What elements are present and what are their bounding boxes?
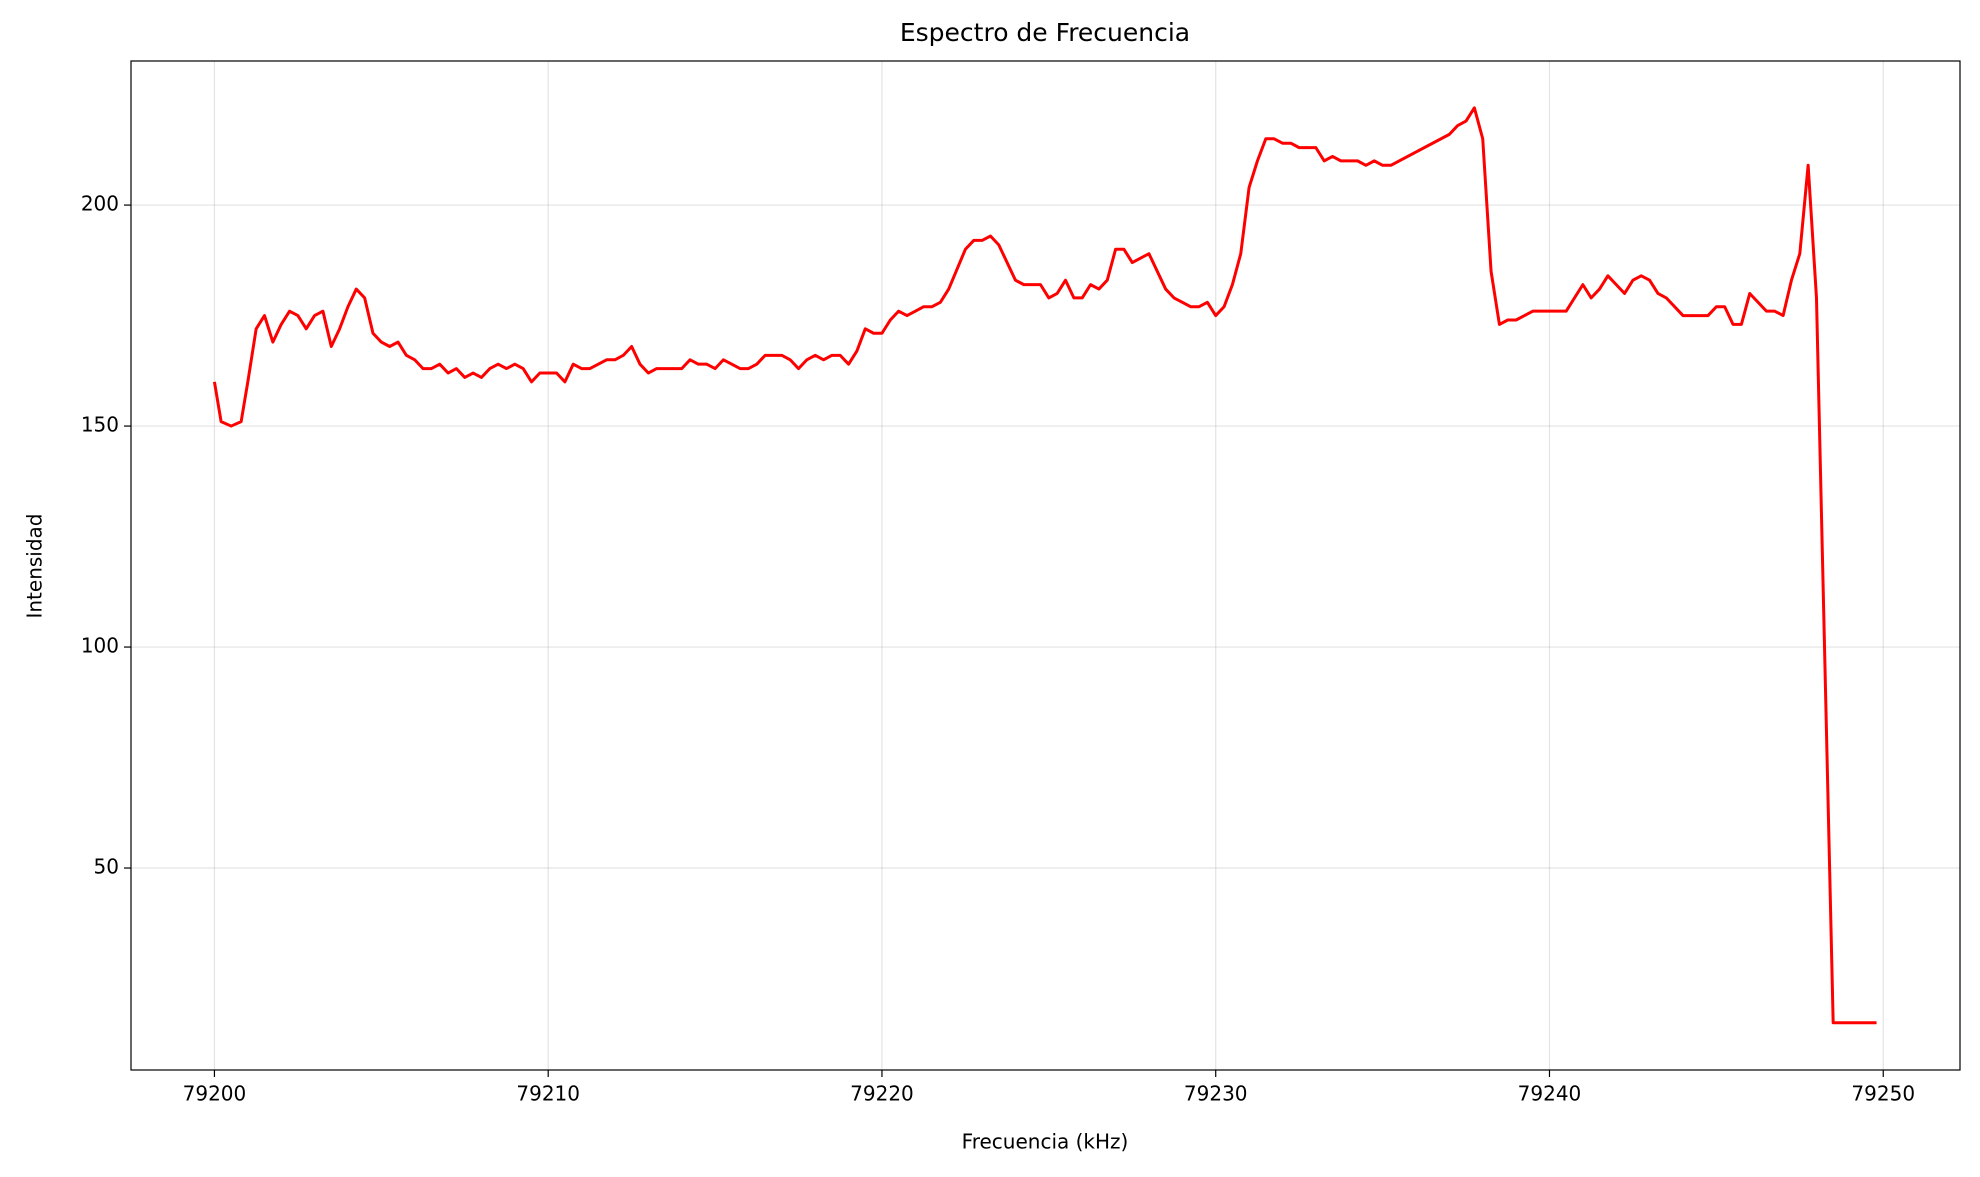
y-tick-label: 200 bbox=[81, 192, 119, 216]
x-tick-label: 79220 bbox=[850, 1082, 914, 1106]
data-line bbox=[212, 106, 1877, 1025]
x-tick-label: 79230 bbox=[1184, 1082, 1248, 1106]
plot-frame bbox=[130, 60, 1961, 1071]
x-tick-label: 79240 bbox=[1518, 1082, 1582, 1106]
x-tick-label: 79200 bbox=[183, 1082, 247, 1106]
y-tick-label: 50 bbox=[94, 855, 119, 879]
y-tick-label: 100 bbox=[81, 634, 119, 658]
x-tick-label: 79210 bbox=[516, 1082, 580, 1106]
x-axis-label: Frecuencia (kHz) bbox=[962, 1130, 1129, 1154]
chart-title: Espectro de Frecuencia bbox=[900, 18, 1190, 47]
x-tick-label: 79250 bbox=[1851, 1082, 1915, 1106]
y-axis-label: Intensidad bbox=[23, 513, 47, 618]
y-tick-label: 150 bbox=[81, 413, 119, 437]
